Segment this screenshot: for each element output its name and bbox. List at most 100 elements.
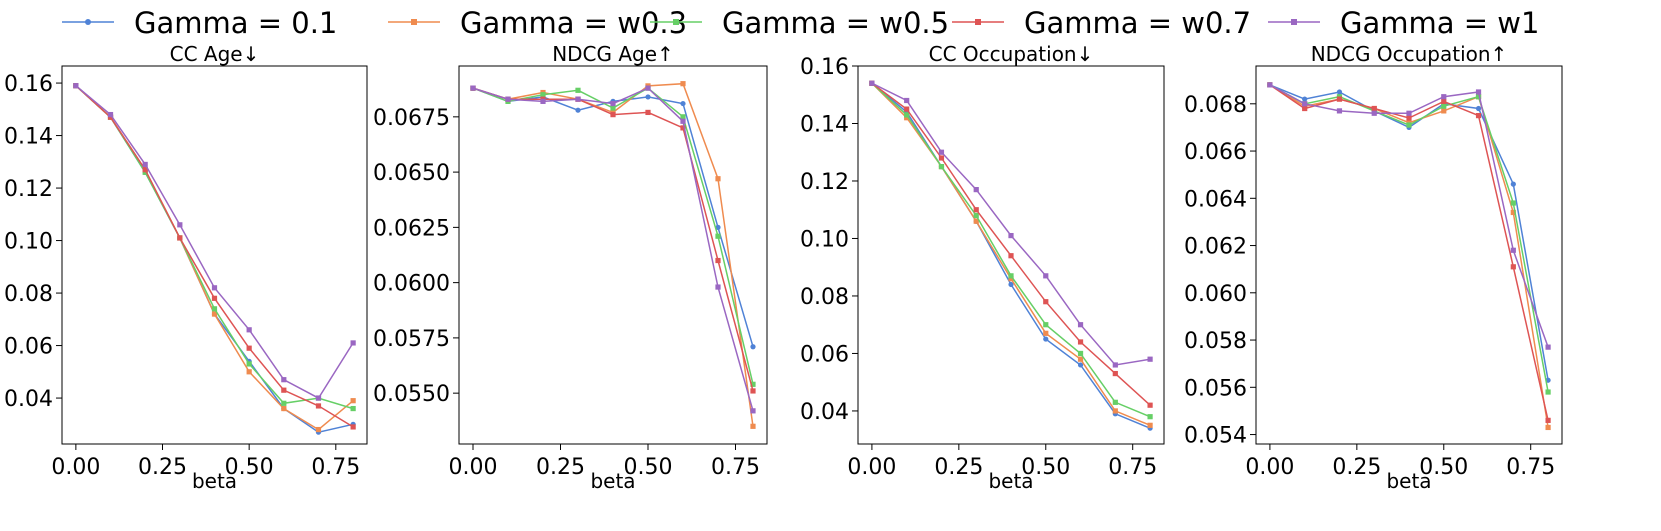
data-point bbox=[1475, 89, 1482, 95]
y-tick-label: 0.04 bbox=[4, 387, 53, 412]
data-point bbox=[1043, 330, 1049, 336]
data-point bbox=[1336, 108, 1343, 114]
series-line bbox=[75, 85, 354, 428]
series-line bbox=[75, 85, 354, 410]
series-gamma-w0-3 bbox=[470, 81, 756, 429]
data-point bbox=[1008, 281, 1014, 288]
y-tick-label: 0.060 bbox=[1184, 282, 1247, 307]
data-point bbox=[645, 109, 651, 116]
y-tick-label: 0.066 bbox=[1184, 140, 1247, 165]
data-point bbox=[1406, 110, 1412, 116]
data-point bbox=[1043, 299, 1049, 305]
data-point bbox=[142, 161, 148, 168]
data-point bbox=[1441, 103, 1447, 109]
x-axis-label: beta bbox=[192, 469, 237, 493]
data-point bbox=[1406, 115, 1412, 121]
data-point bbox=[715, 176, 721, 182]
data-point bbox=[1475, 113, 1482, 119]
data-point bbox=[470, 85, 476, 91]
data-point bbox=[1077, 362, 1084, 368]
data-point bbox=[1510, 181, 1516, 187]
data-point bbox=[610, 105, 616, 111]
y-tick-label: 0.06 bbox=[4, 335, 53, 360]
y-tick-label: 0.04 bbox=[800, 400, 849, 425]
data-point bbox=[1441, 94, 1447, 100]
data-point bbox=[1008, 276, 1014, 282]
chart-title: CC Age↓ bbox=[170, 42, 260, 66]
data-point bbox=[1008, 273, 1014, 279]
data-point bbox=[1043, 336, 1049, 342]
legend-label: Gamma = 0.1 bbox=[134, 6, 337, 40]
data-point bbox=[750, 344, 756, 350]
data-point bbox=[904, 112, 910, 118]
data-point bbox=[1510, 209, 1516, 216]
y-tick-label: 0.056 bbox=[1184, 376, 1247, 401]
data-point bbox=[1441, 108, 1447, 114]
data-point bbox=[1510, 247, 1516, 253]
y-tick-label: 0.16 bbox=[4, 72, 53, 97]
data-point bbox=[281, 405, 287, 412]
data-point bbox=[715, 284, 721, 290]
data-point bbox=[610, 100, 616, 107]
y-tick-label: 0.0550 bbox=[373, 382, 450, 407]
data-point bbox=[904, 115, 910, 121]
data-point bbox=[680, 81, 686, 87]
data-point bbox=[750, 388, 756, 394]
series-gamma-w0-5 bbox=[73, 83, 356, 412]
x-tick-label: 0.75 bbox=[1506, 455, 1555, 480]
data-point bbox=[1545, 344, 1551, 350]
series-gamma-w0-7 bbox=[1267, 82, 1551, 423]
chart-panel-2: NDCG Age↑ 0.00 0.25 0.50 0.75 beta 0.0550 0.057… bbox=[373, 42, 768, 493]
axes-frame bbox=[857, 65, 1165, 445]
data-point bbox=[107, 111, 114, 118]
data-point bbox=[315, 395, 322, 401]
data-point bbox=[1077, 356, 1084, 362]
y-tick-label: 0.10 bbox=[800, 227, 849, 252]
data-point bbox=[1302, 101, 1308, 107]
series-gamma-w0-5 bbox=[869, 80, 1153, 420]
y-tick-label: 0.0575 bbox=[373, 327, 450, 352]
y-tick-label: 0.062 bbox=[1184, 235, 1247, 260]
data-point bbox=[645, 94, 651, 100]
legend-label: Gamma = w0.7 bbox=[1024, 6, 1251, 40]
data-point bbox=[680, 114, 686, 120]
data-point bbox=[211, 285, 218, 291]
series-line bbox=[1269, 84, 1549, 421]
data-point bbox=[177, 235, 183, 241]
data-point bbox=[1043, 273, 1049, 279]
x-tick-label: 0.00 bbox=[51, 455, 100, 480]
data-point bbox=[1267, 82, 1273, 88]
x-tick-label: 0.75 bbox=[1108, 455, 1157, 480]
data-point bbox=[575, 87, 581, 93]
chart-panel-1: CC Age↓ 0.00 0.25 0.50 0.75 beta 0.04 0.06 0.08 0… bbox=[4, 42, 368, 493]
x-tick-label: 0.75 bbox=[311, 455, 360, 480]
data-point bbox=[750, 408, 756, 414]
legend-marker bbox=[975, 19, 981, 25]
data-point bbox=[281, 377, 287, 383]
data-point bbox=[1475, 94, 1482, 100]
y-tick-label: 0.08 bbox=[800, 285, 849, 310]
x-tick-label: 0.00 bbox=[449, 455, 498, 480]
data-point bbox=[505, 96, 511, 102]
x-axis-label: beta bbox=[988, 469, 1033, 493]
data-point bbox=[1008, 232, 1014, 239]
data-point bbox=[680, 125, 686, 131]
data-point bbox=[904, 106, 910, 112]
data-point bbox=[645, 85, 651, 91]
series-gamma-w1 bbox=[869, 80, 1153, 368]
chart-panel-4: NDCG Occupation↑ 0.00 0.25 0.50 0.75 beta 0.05… bbox=[1184, 42, 1563, 493]
x-tick-label: 0.50 bbox=[1021, 455, 1070, 480]
legend-item-gamma-w0-7: Gamma = w0.7 bbox=[952, 6, 1251, 40]
data-point bbox=[575, 96, 581, 102]
data-point bbox=[973, 218, 979, 224]
axes-frame bbox=[458, 65, 768, 445]
data-point bbox=[1302, 105, 1308, 112]
series-line bbox=[472, 87, 754, 392]
y-tick-label: 0.0650 bbox=[373, 161, 450, 186]
data-point bbox=[1077, 339, 1084, 345]
x-tick-label: 0.00 bbox=[1245, 455, 1294, 480]
series-gamma-w1 bbox=[73, 83, 356, 401]
data-point bbox=[1043, 322, 1049, 328]
y-tick-label: 0.08 bbox=[4, 282, 53, 307]
data-point bbox=[750, 381, 756, 387]
